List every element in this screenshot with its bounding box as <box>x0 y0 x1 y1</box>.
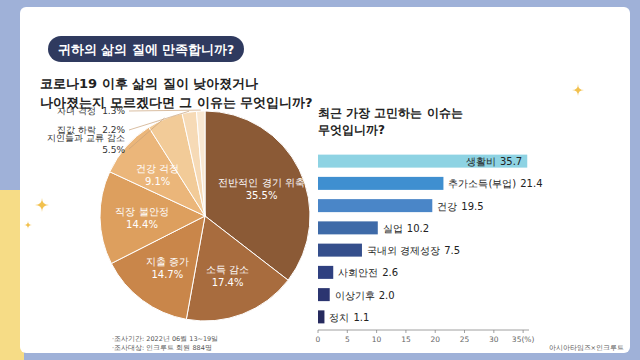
pie-title: 코로나19 이후 삶의 질이 낮아졌거나나아졌는지 모르겠다면 그 이유는 무엇… <box>40 76 313 110</box>
bar-value: 1.1 <box>353 312 369 323</box>
tick-label: 30 <box>489 335 499 344</box>
bar-value: 19.5 <box>461 201 483 212</box>
slice-label: 건강 걱정 <box>136 163 179 174</box>
bar-value: 21.4 <box>520 178 542 189</box>
bar-category: 추가소득(부업) <box>448 178 516 189</box>
tick-label: 25 <box>460 335 470 344</box>
slice-value: 14.4% <box>126 219 158 230</box>
tick <box>493 330 494 333</box>
slice-label: 지출 증가 <box>146 256 189 267</box>
tick-label: 20 <box>430 335 440 344</box>
bar-label: 정치 1.1 <box>329 312 369 323</box>
bar <box>318 288 330 301</box>
sparkle <box>35 198 49 212</box>
slice-value: 35.5% <box>246 190 278 201</box>
bar-label: 사회안전 2.6 <box>338 267 398 278</box>
bar-category: 실업 <box>383 223 403 234</box>
slice-label: 소득 감소 <box>206 264 249 275</box>
slice-value: 9.1% <box>145 176 170 187</box>
title-line: 코로나19 이후 삶의 질이 낮아졌거나 <box>40 76 258 91</box>
bar <box>318 266 333 279</box>
tick <box>464 330 465 333</box>
bar-labels: 생활비 35.7 추가소득(부업) 21.4 건강 19.5 실업 10.2 국내외 경제성장 7… <box>329 156 542 323</box>
bars <box>318 155 527 324</box>
bar-category: 이상기후 <box>335 290 375 301</box>
bar <box>318 177 443 190</box>
slice-value: 2.2% <box>102 125 125 135</box>
pie <box>100 111 310 321</box>
pie-slice <box>182 111 205 216</box>
bar-value: 10.2 <box>407 223 429 234</box>
tick <box>523 330 524 333</box>
tick-label: 0 <box>316 335 321 344</box>
slice-name: 집값 하락 <box>57 125 96 135</box>
x-axis: 0 5 10 15 20 25 30 35(%) <box>316 330 535 344</box>
pie-labels: 전반적인 경기 위축 35.5% 소득 감소 17.4% 지출 증가 14.7% 직장 불안… <box>47 106 304 288</box>
tick <box>347 330 348 333</box>
bar-label: 국내외 경제성장 7.5 <box>367 245 460 256</box>
bar-label: 생활비 35.7 <box>466 156 522 167</box>
tick-label: 15 <box>401 335 411 344</box>
infographic: 귀하의 삶의 질에 만족합니까? 코로나19 이후 삶의 질이 낮아졌거나나아졌는… <box>0 0 640 360</box>
pie-slice <box>196 111 205 216</box>
leader-line <box>129 110 201 112</box>
leader-line <box>129 111 189 130</box>
title-line: 무엇입니까? <box>318 123 385 137</box>
slice-value: 5.5% <box>102 145 125 155</box>
bar-value: 7.5 <box>444 245 460 256</box>
bar-value: 2.0 <box>379 290 395 301</box>
slice-label: 집값 하락 2.2% <box>57 125 125 135</box>
bar-label: 실업 10.2 <box>383 223 429 234</box>
bar-value: 2.6 <box>382 267 398 278</box>
header: 귀하의 삶의 질에 만족합니까? <box>48 36 244 62</box>
bar <box>318 199 432 212</box>
axis-line <box>318 330 529 331</box>
slice-name: 자녀 걱정 <box>57 106 96 116</box>
bar-category: 사회안전 <box>338 267 378 278</box>
header-pill <box>48 36 244 62</box>
sparkle <box>24 221 32 229</box>
bar-label: 추가소득(부업) 21.4 <box>448 178 542 189</box>
bar-label: 이상기후 2.0 <box>335 290 395 301</box>
slice-value: 14.7% <box>151 269 183 280</box>
slice-value: 1.3% <box>102 106 125 116</box>
bar <box>318 155 527 168</box>
tick-label: 5 <box>345 335 350 344</box>
slice-label: 자녀 걱정 1.3% <box>57 106 125 116</box>
bar <box>318 310 324 323</box>
leader-line <box>129 118 164 149</box>
bar-category: 정치 <box>329 312 349 323</box>
note: ·조사기간: 2022년 06월 13~19일 <box>112 335 218 343</box>
tick-label: 35(%) <box>512 335 535 344</box>
bar <box>318 244 362 257</box>
bar-title: 최근 가장 고민하는 이슈는무엇입니까? <box>318 106 463 137</box>
bar-label: 건강 19.5 <box>437 201 483 212</box>
bar <box>318 221 378 234</box>
tick <box>405 330 406 333</box>
sparkle <box>572 84 584 96</box>
tick <box>435 330 436 333</box>
bar-category: 생활비 <box>466 156 496 167</box>
slice-value: 17.4% <box>212 277 244 288</box>
bar-category: 국내외 경제성장 <box>367 245 440 256</box>
note: ·조사대상: 인크루트 회원 884명 <box>112 344 212 352</box>
slice-label: 전반적인 경기 위축 <box>218 177 304 188</box>
tick-label: 10 <box>372 335 382 344</box>
slice-label: 직장 불안정 <box>115 206 168 217</box>
panel <box>20 7 630 353</box>
tick <box>318 330 319 333</box>
source: 아시아타임즈×인크루트 <box>549 344 624 352</box>
title-line: 최근 가장 고민하는 이슈는 <box>318 106 463 120</box>
background <box>0 0 640 360</box>
bar-category: 건강 <box>437 201 457 212</box>
bar-value: 35.7 <box>500 156 522 167</box>
tick <box>376 330 377 333</box>
header-title: 귀하의 삶의 질에 만족합니까? <box>58 42 234 57</box>
